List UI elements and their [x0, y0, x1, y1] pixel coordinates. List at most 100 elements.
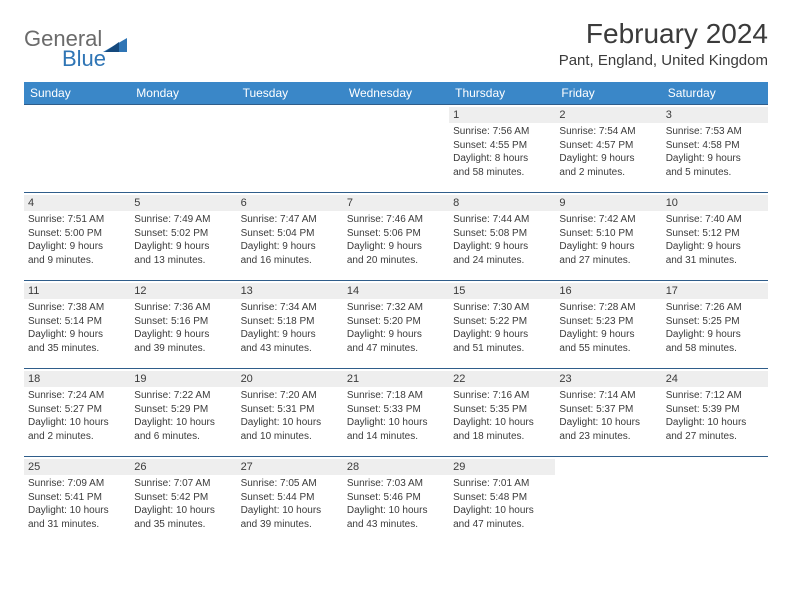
daylight-line: Daylight: 9 hours	[666, 328, 764, 342]
daylight-line: Daylight: 9 hours	[666, 240, 764, 254]
sunrise-line: Sunrise: 7:40 AM	[666, 213, 764, 227]
date-number: 6	[237, 195, 343, 211]
sunrise-line: Sunrise: 7:28 AM	[559, 301, 657, 315]
calendar-row: 18Sunrise: 7:24 AMSunset: 5:27 PMDayligh…	[24, 369, 768, 457]
sunrise-line: Sunrise: 7:53 AM	[666, 125, 764, 139]
daylight-line: Daylight: 9 hours	[241, 240, 339, 254]
daylight-line: and 58 minutes.	[666, 342, 764, 356]
daylight-line: Daylight: 10 hours	[559, 416, 657, 430]
date-number: 25	[24, 459, 130, 475]
sunset-line: Sunset: 5:10 PM	[559, 227, 657, 241]
sunset-line: Sunset: 5:22 PM	[453, 315, 551, 329]
sunrise-line: Sunrise: 7:30 AM	[453, 301, 551, 315]
sunrise-line: Sunrise: 7:34 AM	[241, 301, 339, 315]
date-number: 20	[237, 371, 343, 387]
day-cell: 10Sunrise: 7:40 AMSunset: 5:12 PMDayligh…	[662, 193, 768, 281]
date-number: 22	[449, 371, 555, 387]
sunset-line: Sunset: 5:42 PM	[134, 491, 232, 505]
daylight-line: Daylight: 10 hours	[134, 504, 232, 518]
sunset-line: Sunset: 5:20 PM	[347, 315, 445, 329]
day-cell: 9Sunrise: 7:42 AMSunset: 5:10 PMDaylight…	[555, 193, 661, 281]
daylight-line: and 35 minutes.	[134, 518, 232, 532]
sunrise-line: Sunrise: 7:36 AM	[134, 301, 232, 315]
daylight-line: Daylight: 9 hours	[453, 240, 551, 254]
sunrise-line: Sunrise: 7:09 AM	[28, 477, 126, 491]
location: Pant, England, United Kingdom	[559, 52, 768, 69]
sunrise-line: Sunrise: 7:22 AM	[134, 389, 232, 403]
daylight-line: Daylight: 10 hours	[453, 416, 551, 430]
daylight-line: and 20 minutes.	[347, 254, 445, 268]
sunrise-line: Sunrise: 7:46 AM	[347, 213, 445, 227]
sunset-line: Sunset: 5:25 PM	[666, 315, 764, 329]
sunset-line: Sunset: 5:00 PM	[28, 227, 126, 241]
daylight-line: Daylight: 10 hours	[347, 504, 445, 518]
date-number: 24	[662, 371, 768, 387]
sunrise-line: Sunrise: 7:03 AM	[347, 477, 445, 491]
daylight-line: Daylight: 9 hours	[28, 328, 126, 342]
daylight-line: Daylight: 9 hours	[666, 152, 764, 166]
day-cell: 29Sunrise: 7:01 AMSunset: 5:48 PMDayligh…	[449, 457, 555, 545]
sunset-line: Sunset: 5:33 PM	[347, 403, 445, 417]
daylight-line: Daylight: 9 hours	[134, 328, 232, 342]
sunrise-line: Sunrise: 7:44 AM	[453, 213, 551, 227]
calendar-row: 1Sunrise: 7:56 AMSunset: 4:55 PMDaylight…	[24, 105, 768, 193]
date-number: 19	[130, 371, 236, 387]
daylight-line: and 18 minutes.	[453, 430, 551, 444]
day-header-tue: Tuesday	[237, 82, 343, 105]
daylight-line: and 31 minutes.	[28, 518, 126, 532]
daylight-line: and 39 minutes.	[134, 342, 232, 356]
sunrise-line: Sunrise: 7:18 AM	[347, 389, 445, 403]
day-cell: 5Sunrise: 7:49 AMSunset: 5:02 PMDaylight…	[130, 193, 236, 281]
date-number: 23	[555, 371, 661, 387]
sunset-line: Sunset: 5:41 PM	[28, 491, 126, 505]
daylight-line: and 5 minutes.	[666, 166, 764, 180]
daylight-line: and 16 minutes.	[241, 254, 339, 268]
sunset-line: Sunset: 5:44 PM	[241, 491, 339, 505]
daylight-line: Daylight: 10 hours	[28, 504, 126, 518]
daylight-line: Daylight: 10 hours	[134, 416, 232, 430]
date-number: 18	[24, 371, 130, 387]
sunrise-line: Sunrise: 7:47 AM	[241, 213, 339, 227]
date-number: 5	[130, 195, 236, 211]
day-cell: 13Sunrise: 7:34 AMSunset: 5:18 PMDayligh…	[237, 281, 343, 369]
sunset-line: Sunset: 5:18 PM	[241, 315, 339, 329]
sunset-line: Sunset: 5:04 PM	[241, 227, 339, 241]
daylight-line: and 51 minutes.	[453, 342, 551, 356]
day-cell: 18Sunrise: 7:24 AMSunset: 5:27 PMDayligh…	[24, 369, 130, 457]
daylight-line: Daylight: 8 hours	[453, 152, 551, 166]
daylight-line: and 24 minutes.	[453, 254, 551, 268]
daylight-line: Daylight: 9 hours	[347, 240, 445, 254]
date-number: 12	[130, 283, 236, 299]
day-cell: 3Sunrise: 7:53 AMSunset: 4:58 PMDaylight…	[662, 105, 768, 193]
date-number: 9	[555, 195, 661, 211]
daylight-line: and 2 minutes.	[559, 166, 657, 180]
daylight-line: Daylight: 10 hours	[666, 416, 764, 430]
day-header-wed: Wednesday	[343, 82, 449, 105]
sunrise-line: Sunrise: 7:42 AM	[559, 213, 657, 227]
day-cell: 11Sunrise: 7:38 AMSunset: 5:14 PMDayligh…	[24, 281, 130, 369]
sunset-line: Sunset: 5:06 PM	[347, 227, 445, 241]
date-number: 15	[449, 283, 555, 299]
date-number: 8	[449, 195, 555, 211]
daylight-line: and 6 minutes.	[134, 430, 232, 444]
calendar-body: 1Sunrise: 7:56 AMSunset: 4:55 PMDaylight…	[24, 105, 768, 545]
daylight-line: Daylight: 9 hours	[241, 328, 339, 342]
sunset-line: Sunset: 5:48 PM	[453, 491, 551, 505]
logo-triangle-icon	[103, 34, 127, 52]
day-cell: 26Sunrise: 7:07 AMSunset: 5:42 PMDayligh…	[130, 457, 236, 545]
month-title: February 2024	[559, 18, 768, 50]
sunrise-line: Sunrise: 7:12 AM	[666, 389, 764, 403]
daylight-line: and 9 minutes.	[28, 254, 126, 268]
sunrise-line: Sunrise: 7:01 AM	[453, 477, 551, 491]
day-cell: 4Sunrise: 7:51 AMSunset: 5:00 PMDaylight…	[24, 193, 130, 281]
date-number: 29	[449, 459, 555, 475]
day-header-mon: Monday	[130, 82, 236, 105]
empty-cell	[662, 457, 768, 545]
date-number: 3	[662, 107, 768, 123]
day-cell: 1Sunrise: 7:56 AMSunset: 4:55 PMDaylight…	[449, 105, 555, 193]
daylight-line: and 27 minutes.	[666, 430, 764, 444]
day-cell: 28Sunrise: 7:03 AMSunset: 5:46 PMDayligh…	[343, 457, 449, 545]
sunset-line: Sunset: 5:29 PM	[134, 403, 232, 417]
title-block: February 2024 Pant, England, United King…	[559, 18, 768, 69]
daylight-line: and 14 minutes.	[347, 430, 445, 444]
